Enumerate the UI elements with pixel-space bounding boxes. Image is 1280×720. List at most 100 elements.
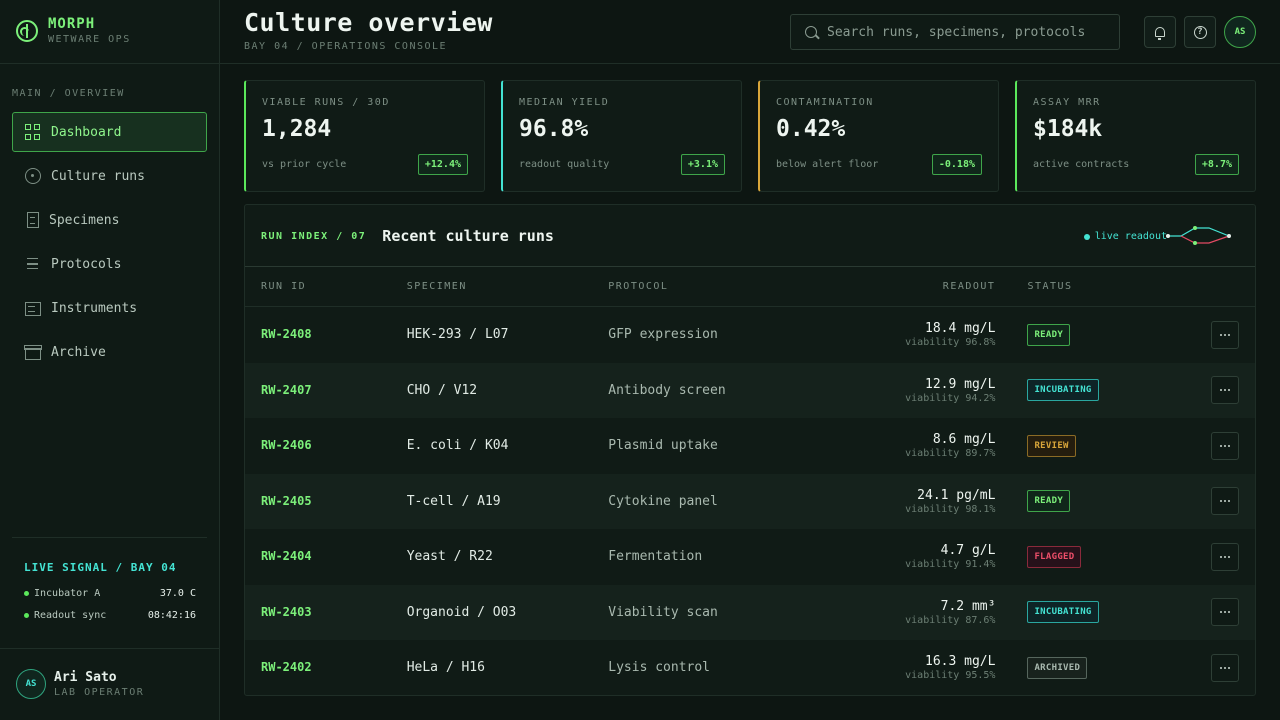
viability-value: viability 95.5%: [905, 670, 996, 682]
live-signal-title: LIVE SIGNAL / BAY 04: [24, 561, 177, 574]
nav-heading: MAIN / OVERVIEW: [12, 88, 125, 99]
col-run-id[interactable]: RUN ID: [261, 281, 307, 292]
brand[interactable]: MORPH WETWARE OPS: [16, 16, 131, 45]
table-row[interactable]: RW-2404 Yeast / R22 Fermentation 4.7 g/L…: [245, 529, 1255, 585]
readout-value: 12.9 mg/L: [925, 376, 996, 392]
specimen-cell: T-cell / A19: [406, 493, 501, 509]
more-dots-icon: [1220, 611, 1222, 614]
kpi-note: active contracts: [1033, 159, 1130, 170]
waveform-icon: [1166, 226, 1231, 245]
run-id-link[interactable]: RW-2404: [261, 549, 312, 564]
viability-value: viability 87.6%: [905, 614, 996, 626]
run-id-link[interactable]: RW-2405: [261, 493, 312, 508]
row-actions-button[interactable]: [1211, 376, 1239, 405]
readout-value: 4.7 g/L: [940, 543, 996, 559]
col-readout[interactable]: READOUT: [942, 281, 996, 292]
panel-header: RUN INDEX / 07 Recent culture runs live …: [245, 205, 1255, 267]
user-name: Ari Sato: [54, 670, 117, 685]
readout-value: 24.1 pg/mL: [917, 487, 996, 503]
run-id-link[interactable]: RW-2402: [261, 660, 312, 675]
user-profile[interactable]: AS Ari Sato LAB OPERATOR: [16, 669, 144, 699]
header-divider: [220, 63, 1280, 64]
run-id-link[interactable]: RW-2403: [261, 604, 312, 619]
run-id-link[interactable]: RW-2407: [261, 382, 312, 397]
row-actions-button[interactable]: [1211, 487, 1239, 516]
protocol-cell: GFP expression: [608, 327, 718, 343]
row-actions-button[interactable]: [1211, 320, 1239, 349]
kpi-label: VIABLE RUNS / 30D: [262, 97, 390, 108]
status-badge: READY: [1027, 323, 1071, 346]
panel-title: Recent culture runs: [382, 226, 554, 245]
kpi-note: below alert floor: [776, 159, 879, 170]
row-actions-button[interactable]: [1211, 431, 1239, 460]
specimen-cell: HeLa / H16: [406, 660, 485, 676]
protocol-cell: Viability scan: [608, 604, 718, 620]
search-box[interactable]: [790, 14, 1120, 50]
viability-value: viability 94.2%: [905, 392, 996, 404]
protocol-cell: Antibody screen: [608, 382, 726, 398]
kpi-label: CONTAMINATION: [776, 97, 874, 108]
sidebar-item-specimens[interactable]: Specimens: [12, 200, 207, 240]
avatar: AS: [16, 669, 46, 699]
specimen-cell: E. coli / K04: [406, 438, 509, 454]
kpi-note: vs prior cycle: [262, 159, 347, 170]
kpi-value: 0.42%: [776, 116, 846, 142]
run-id-link[interactable]: RW-2406: [261, 438, 312, 453]
kpi-delta-badge: +12.4%: [417, 154, 468, 175]
sidebar-item-instruments[interactable]: Instruments: [12, 288, 207, 328]
more-dots-icon: [1220, 389, 1222, 392]
kpi-delta-badge: +8.7%: [1194, 154, 1239, 175]
table-row[interactable]: RW-2406 E. coli / K04 Plasmid uptake 8.6…: [245, 418, 1255, 474]
viability-value: viability 89.7%: [905, 448, 996, 460]
signal-value: 37.0 C: [159, 587, 196, 599]
kpi-value: 96.8%: [519, 116, 589, 142]
sidebar-item-archive[interactable]: Archive: [12, 332, 207, 372]
table-row[interactable]: RW-2403 Organoid / O03 Viability scan 7.…: [245, 584, 1255, 640]
table-row[interactable]: RW-2408 HEK-293 / L07 GFP expression 18.…: [245, 307, 1255, 363]
kpi-note: readout quality: [519, 159, 610, 170]
signal-divider: [12, 537, 207, 538]
search-input[interactable]: [827, 24, 1107, 40]
more-dots-icon: [1220, 555, 1222, 558]
status-badge: ARCHIVED: [1027, 656, 1088, 679]
header-avatar-button[interactable]: AS: [1224, 16, 1256, 48]
archive-icon: [24, 344, 42, 360]
sidebar-item-culture-runs[interactable]: Culture runs: [12, 156, 207, 196]
live-dot-icon: [1083, 233, 1090, 240]
sidebar-nav: Dashboard Culture runs Specimens Protoco…: [12, 112, 207, 376]
user-divider: [0, 648, 220, 649]
table-row[interactable]: RW-2402 HeLa / H16 Lysis control 16.3 mg…: [245, 640, 1255, 695]
run-id-link[interactable]: RW-2408: [261, 327, 312, 342]
viability-value: viability 96.8%: [905, 337, 996, 349]
kpi-label: ASSAY MRR: [1033, 97, 1101, 108]
live-readout-label: live readout: [1094, 231, 1167, 242]
brand-subtitle: WETWARE OPS: [48, 34, 131, 45]
sidebar-item-label: Dashboard: [51, 124, 122, 140]
sidebar-item-protocols[interactable]: Protocols: [12, 244, 207, 284]
table-row[interactable]: RW-2405 T-cell / A19 Cytokine panel 24.1…: [245, 473, 1255, 529]
col-protocol[interactable]: PROTOCOL: [608, 281, 669, 292]
sidebar-divider: [0, 63, 220, 64]
sidebar-item-dashboard[interactable]: Dashboard: [12, 112, 207, 152]
kpi-value: 1,284: [262, 116, 332, 142]
col-status[interactable]: STATUS: [1027, 281, 1073, 292]
status-dot-icon: [24, 590, 29, 596]
protocol-cell: Lysis control: [608, 660, 711, 676]
protocol-cell: Plasmid uptake: [608, 438, 718, 454]
signal-row-incubator: Incubator A 37.0 C: [24, 582, 196, 604]
row-actions-button[interactable]: [1211, 653, 1239, 682]
table-body: RW-2408 HEK-293 / L07 GFP expression 18.…: [245, 307, 1255, 695]
sidebar-item-label: Culture runs: [51, 168, 145, 184]
readout-value: 7.2 mm³: [940, 598, 996, 614]
notifications-button[interactable]: [1144, 16, 1176, 48]
status-badge: INCUBATING: [1027, 601, 1099, 624]
kpi-card-median-yield: MEDIAN YIELD 96.8% readout quality +3.1%: [501, 80, 742, 192]
help-button[interactable]: ?: [1184, 16, 1216, 48]
row-actions-button[interactable]: [1211, 542, 1239, 571]
live-signal-panel: LIVE SIGNAL / BAY 04 Incubator A 37.0 C …: [24, 561, 196, 626]
row-actions-button[interactable]: [1211, 598, 1239, 627]
kpi-card-assay-mrr: ASSAY MRR $184k active contracts +8.7%: [1015, 80, 1256, 192]
col-specimen[interactable]: SPECIMEN: [406, 281, 467, 292]
more-dots-icon: [1220, 666, 1222, 669]
table-row[interactable]: RW-2407 CHO / V12 Antibody screen 12.9 m…: [245, 362, 1255, 418]
